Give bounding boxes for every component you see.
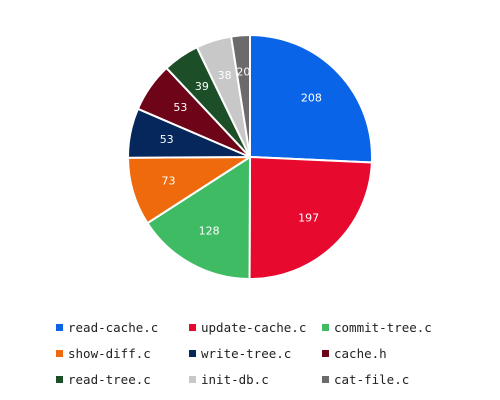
legend-swatch	[322, 349, 329, 357]
data-label-show-diff-c: 73	[162, 174, 176, 187]
legend-swatch	[189, 375, 196, 383]
data-label-init-db-c: 38	[218, 69, 232, 82]
pie-data-labels: 208 197 128 73 53 53 39 38 20	[160, 65, 322, 237]
legend-swatch	[56, 375, 63, 383]
pie-plot: 208 197 128 73 53 53 39 38 20	[126, 33, 373, 281]
legend-label: show-diff.c	[68, 345, 151, 361]
data-label-update-cache-c: 197	[298, 212, 319, 225]
legend-item: commit-tree.c	[322, 318, 476, 336]
pie-slice-update-cache-c	[248, 155, 373, 281]
data-label-cat-file-c: 20	[236, 65, 250, 78]
data-label-read-cache-c: 208	[301, 91, 322, 104]
legend-swatch	[189, 349, 196, 357]
data-label-read-tree-c: 39	[195, 80, 209, 93]
legend-label: init-db.c	[201, 371, 269, 387]
legend-item: read-tree.c	[56, 370, 189, 388]
legend-swatch	[56, 323, 63, 331]
legend-label: update-cache.c	[201, 319, 307, 335]
legend-label: commit-tree.c	[334, 319, 432, 335]
legend-label: cache.h	[334, 345, 387, 361]
pie-slice-cat-file-c	[229, 33, 251, 158]
legend-item: cat-file.c	[322, 370, 476, 388]
legend-item: init-db.c	[189, 370, 322, 388]
legend-swatch	[189, 323, 196, 331]
pie-slices	[126, 33, 373, 281]
legend-label: read-tree.c	[68, 371, 151, 387]
legend-item: update-cache.c	[189, 318, 322, 336]
legend-item: cache.h	[322, 344, 476, 362]
pie-slice-read-cache-c	[249, 33, 373, 164]
legend-label: cat-file.c	[334, 371, 410, 387]
legend-item: read-cache.c	[56, 318, 189, 336]
legend-label: read-cache.c	[68, 319, 159, 335]
legend-swatch	[322, 323, 329, 331]
data-label-write-tree-c: 53	[160, 133, 174, 146]
legend: read-cache.c update-cache.c commit-tree.c s…	[56, 318, 476, 388]
pie-slice-commit-tree-c	[146, 155, 252, 281]
legend-label: write-tree.c	[201, 345, 292, 361]
data-label-cache-h: 53	[173, 101, 187, 114]
legend-item: show-diff.c	[56, 344, 189, 362]
legend-item: write-tree.c	[189, 344, 322, 362]
legend-swatch	[56, 349, 63, 357]
data-label-commit-tree-c: 128	[199, 225, 220, 238]
legend-swatch	[322, 375, 329, 383]
